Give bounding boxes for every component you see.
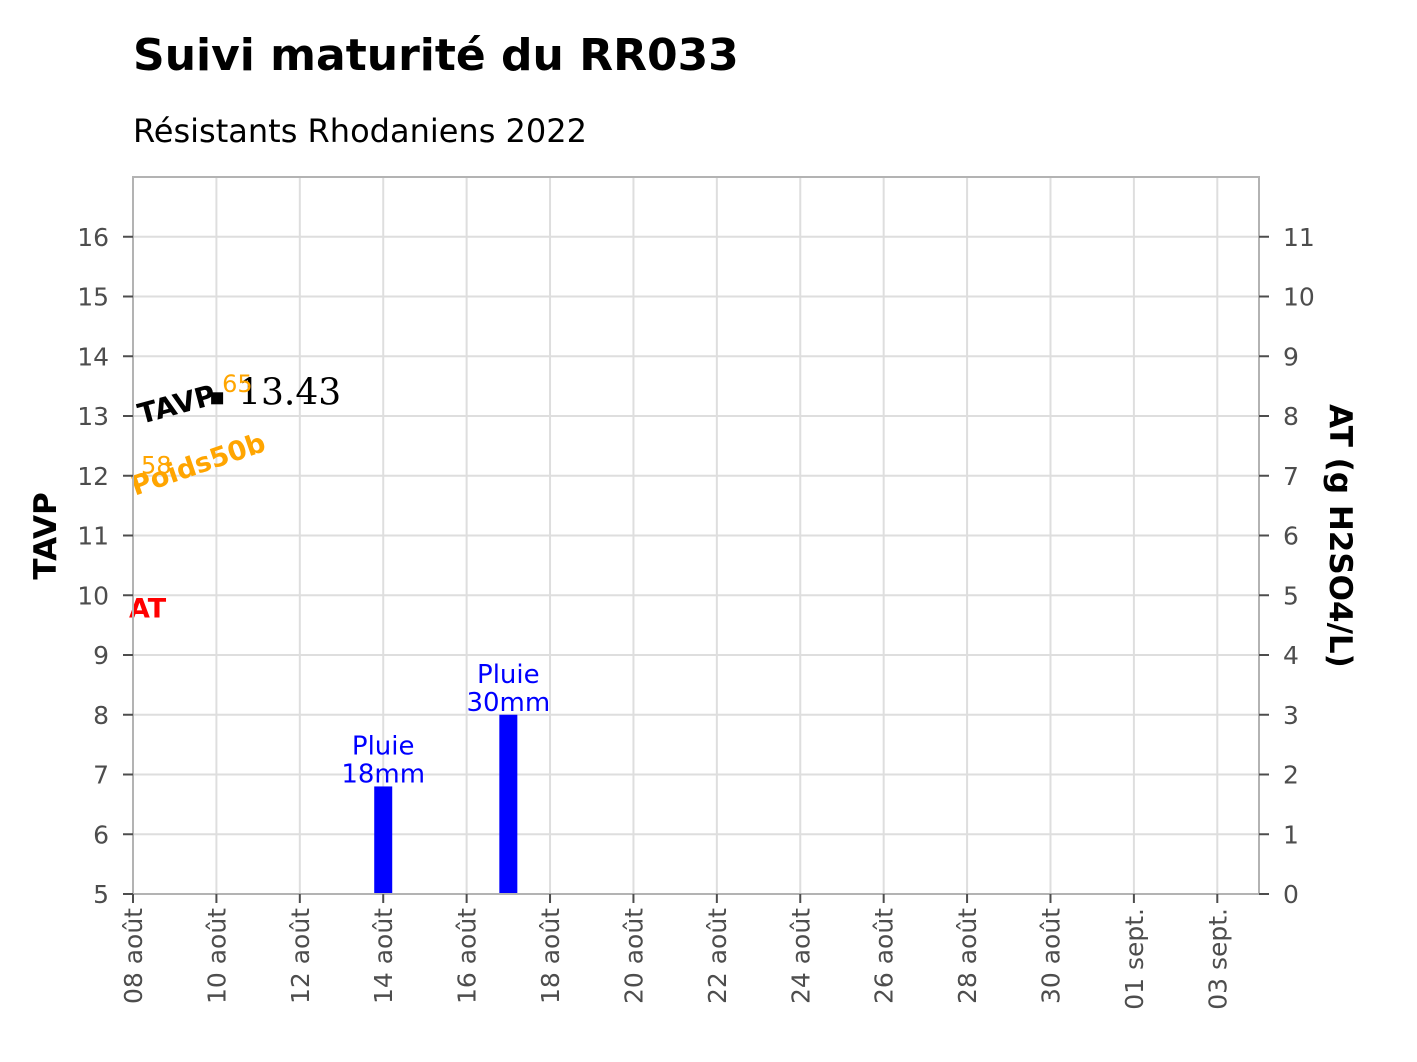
x-tick-label: 26 août xyxy=(870,908,899,1004)
chart-title: Suivi maturité du RR033 xyxy=(133,30,739,81)
y2-tick-label: 9 xyxy=(1283,342,1299,371)
tavp-series-label: TAVP xyxy=(134,378,219,430)
y2-tick-label: 5 xyxy=(1283,581,1299,610)
y-tick-label: 13 xyxy=(77,402,109,431)
poids-point-label: 58 xyxy=(141,452,172,480)
y-tick-label: 9 xyxy=(93,641,109,670)
x-tick-label: 22 août xyxy=(703,908,732,1004)
x-tick-label: 18 août xyxy=(536,908,565,1004)
x-tick-label: 12 août xyxy=(286,908,315,1004)
rain-bar xyxy=(374,786,393,894)
y2-tick-label: 8 xyxy=(1283,402,1299,431)
y-axis-right: 0 1 2 3 4 5 6 7 8 9 10 11 xyxy=(1259,223,1315,909)
y-tick-label: 12 xyxy=(77,462,109,491)
y-tick-label: 10 xyxy=(77,581,109,610)
y2-tick-label: 11 xyxy=(1283,223,1315,252)
y-tick-label: 5 xyxy=(93,880,109,909)
y-tick-label: 7 xyxy=(93,761,109,790)
y2-tick-label: 6 xyxy=(1283,522,1299,551)
x-tick-label: 10 août xyxy=(202,908,231,1004)
y-tick-label: 15 xyxy=(77,283,109,312)
y-tick-label: 16 xyxy=(77,223,109,252)
tavp-value-label: 13.43 xyxy=(238,372,341,413)
poids-point-label: 65 xyxy=(222,370,253,398)
y-gridlines xyxy=(133,235,1259,895)
rain-label-amount: 18mm xyxy=(341,759,425,789)
rain-bars xyxy=(374,714,518,894)
y-tick-label: 8 xyxy=(93,701,109,730)
x-tick-label: 30 août xyxy=(1036,908,1065,1004)
at-series-label: AT xyxy=(129,593,167,624)
rain-label-title: Pluie xyxy=(477,660,540,690)
chart-subtitle: Résistants Rhodaniens 2022 xyxy=(133,112,587,150)
x-tick-label: 20 août xyxy=(619,908,648,1004)
tavp-point xyxy=(211,392,224,405)
x-tick-label: 08 août xyxy=(119,908,148,1004)
rain-bar xyxy=(499,714,518,894)
y2-tick-label: 0 xyxy=(1283,880,1299,909)
y-axis-title: TAVP xyxy=(28,492,64,579)
y2-tick-label: 7 xyxy=(1283,462,1299,491)
y-tick-label: 14 xyxy=(77,342,109,371)
y2-tick-label: 3 xyxy=(1283,701,1299,730)
x-tick-label: 14 août xyxy=(369,908,398,1004)
y2-tick-label: 10 xyxy=(1283,283,1315,312)
y2-tick-label: 4 xyxy=(1283,641,1299,670)
y2-axis-title: AT (g H2SO4/L) xyxy=(1322,404,1358,668)
y-tick-label: 11 xyxy=(77,522,109,551)
x-tick-label: 01 sept. xyxy=(1120,908,1149,1010)
rain-label-title: Pluie xyxy=(352,731,415,761)
x-tick-label: 24 août xyxy=(786,908,815,1004)
x-tick-label: 03 sept. xyxy=(1203,908,1232,1010)
rain-label-amount: 30mm xyxy=(466,688,550,718)
x-tick-label: 28 août xyxy=(953,908,982,1004)
y2-tick-label: 2 xyxy=(1283,761,1299,790)
y2-tick-label: 1 xyxy=(1283,820,1299,849)
x-axis: 08 août 10 août 12 août 14 août 16 août 18 ao… xyxy=(119,894,1232,1010)
x-tick-label: 16 août xyxy=(453,908,482,1004)
y-tick-label: 6 xyxy=(93,820,109,849)
y-axis-left: 5 6 7 8 9 10 11 12 13 14 15 16 xyxy=(77,223,133,909)
